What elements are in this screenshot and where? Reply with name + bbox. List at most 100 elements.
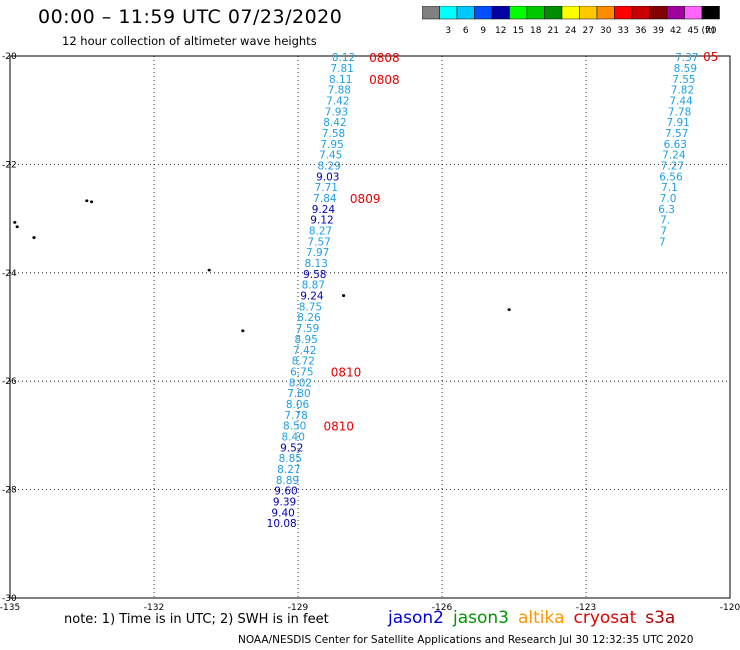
- island-marker: [342, 294, 346, 297]
- wave-height-label: 8.89: [276, 475, 299, 487]
- wave-height-label: 7.81: [330, 63, 353, 75]
- wave-height-label-east: 7.91: [666, 117, 689, 129]
- satellite-legend-item: jason2: [388, 608, 444, 628]
- wave-height-label: 8.42: [323, 117, 346, 129]
- latitude-tick-label: -24: [2, 269, 17, 279]
- wave-height-label: 9.03: [316, 171, 339, 183]
- longitude-tick-label: -132: [144, 603, 164, 613]
- wave-height-label: 8.06: [286, 399, 310, 411]
- scale-swatch: [701, 6, 720, 20]
- scale-label: 45: [688, 26, 699, 36]
- latitude-tick-label: -28: [2, 486, 17, 496]
- scale-label: 3: [445, 26, 451, 36]
- wave-height-label: 7.78: [284, 410, 307, 422]
- wave-height-label: 8.75: [299, 301, 322, 313]
- longitude-tick-label: -129: [288, 603, 309, 613]
- scale-label: 21: [548, 26, 559, 36]
- scale-unit: (ft): [702, 26, 716, 36]
- scale-label: 15: [513, 26, 524, 36]
- satellite-legend-item: cryosat: [573, 608, 637, 628]
- scale-label: 70: [705, 26, 717, 36]
- scale-label: 18: [530, 26, 542, 36]
- wave-height-label-east: 7.: [660, 215, 670, 227]
- units-note: note: 1) Time is in UTC; 2) SWH is in fe…: [64, 612, 329, 627]
- time-label: 0808: [369, 51, 400, 65]
- longitude-tick-label: -123: [576, 603, 596, 613]
- satellite-legend-item: altika: [518, 608, 565, 628]
- wave-height-label: 8.87: [302, 280, 325, 292]
- island-marker: [207, 268, 211, 272]
- wave-height-label: 7.84: [313, 193, 337, 205]
- wave-height-label: 7.80: [287, 388, 310, 400]
- island-marker: [85, 199, 89, 203]
- scale-label: 27: [583, 26, 594, 36]
- scale-label: 39: [653, 26, 665, 36]
- latitude-tick-label: -22: [2, 160, 17, 170]
- wave-height-label-east: 7.0: [660, 193, 677, 205]
- island-marker: [241, 329, 245, 333]
- wave-height-label: 9.58: [303, 269, 326, 281]
- scale-label: 30: [600, 26, 612, 36]
- island-marker: [507, 308, 511, 312]
- wave-height-label: 9.24: [300, 291, 324, 303]
- longitude-tick-label: -120: [720, 603, 740, 613]
- wave-height-label: 8.85: [279, 453, 302, 465]
- latitude-tick-label: -20: [2, 52, 17, 62]
- scale-label: 42: [670, 26, 681, 36]
- wave-height-label: 7.95: [320, 139, 343, 151]
- island-marker: [32, 236, 36, 239]
- wave-height-label: 10.08: [267, 518, 297, 530]
- wave-height-label: 7.57: [307, 236, 330, 248]
- wave-height-label: 9.24: [312, 204, 336, 216]
- wave-height-label: 8.27: [277, 464, 300, 476]
- longitude-tick-label: -126: [432, 603, 453, 613]
- wave-height-label-east: 7.37: [675, 52, 698, 64]
- latitude-tick-label: -26: [2, 377, 17, 387]
- wave-height-label: 8.27: [309, 226, 332, 238]
- wave-height-label: 7.93: [325, 106, 348, 118]
- island-marker: [15, 225, 19, 229]
- wave-height-label: 7.97: [306, 247, 329, 259]
- wave-height-label: 9.39: [273, 497, 296, 509]
- wave-height-label-east: 7: [659, 236, 666, 248]
- wave-height-label: 7.42: [293, 345, 316, 357]
- wave-height-label: 9.60: [274, 486, 297, 498]
- wave-height-label: 8.02: [289, 377, 312, 389]
- wave-height-label-east: 6.56: [659, 171, 683, 183]
- wave-height-label-east: 7.55: [672, 74, 695, 86]
- latitude-tick-label: -30: [2, 594, 17, 604]
- scale-label: 33: [618, 26, 629, 36]
- wave-height-label-east: 7.78: [668, 106, 691, 118]
- wave-height-label: 7.59: [296, 323, 319, 335]
- wave-height-label: 9.12: [310, 215, 333, 227]
- time-label: 05: [703, 50, 718, 64]
- wave-height-label: 8.50: [283, 421, 306, 433]
- wave-height-label-east: 7.82: [671, 85, 694, 97]
- wave-height-label: 7.58: [322, 128, 345, 140]
- wave-height-label: 7.88: [328, 85, 351, 97]
- color-scale-legend: 3 6 9 12 15 18 21 24 27 30 33 36 39 42 45 70(ft): [422, 6, 720, 36]
- wave-height-label: 9.52: [280, 442, 303, 454]
- wave-height-label: 7.45: [319, 150, 342, 162]
- wave-height-label-east: 7.57: [665, 128, 688, 140]
- scale-label: 9: [480, 26, 486, 36]
- time-label: 0810: [324, 420, 355, 434]
- wave-height-label: 8.29: [318, 160, 341, 172]
- wave-height-label: 8.95: [294, 334, 317, 346]
- wave-height-label-east: 7.27: [661, 160, 684, 172]
- wave-height-label: 7.42: [326, 95, 349, 107]
- wave-height-label-east: 7.1: [661, 182, 678, 194]
- wave-height-label: 7.71: [315, 182, 338, 194]
- wave-height-label: 8.72: [292, 356, 315, 368]
- wave-height-label: 8.40: [282, 431, 305, 443]
- credit-footer: NOAA/NESDIS Center for Satellite Applica…: [238, 634, 694, 646]
- wave-height-label-east: 8.59: [674, 63, 697, 75]
- satellite-legend-item: jason3: [453, 608, 509, 628]
- wave-height-label: 8.12: [332, 52, 355, 64]
- island-marker: [13, 220, 17, 224]
- map-frame: [9, 55, 731, 599]
- scale-label: 36: [635, 26, 647, 36]
- map-title: 00:00 – 11:59 UTC 07/23/2020: [38, 6, 343, 28]
- wave-height-label-east: 7.44: [669, 95, 693, 107]
- wave-height-label: 8.26: [297, 312, 321, 324]
